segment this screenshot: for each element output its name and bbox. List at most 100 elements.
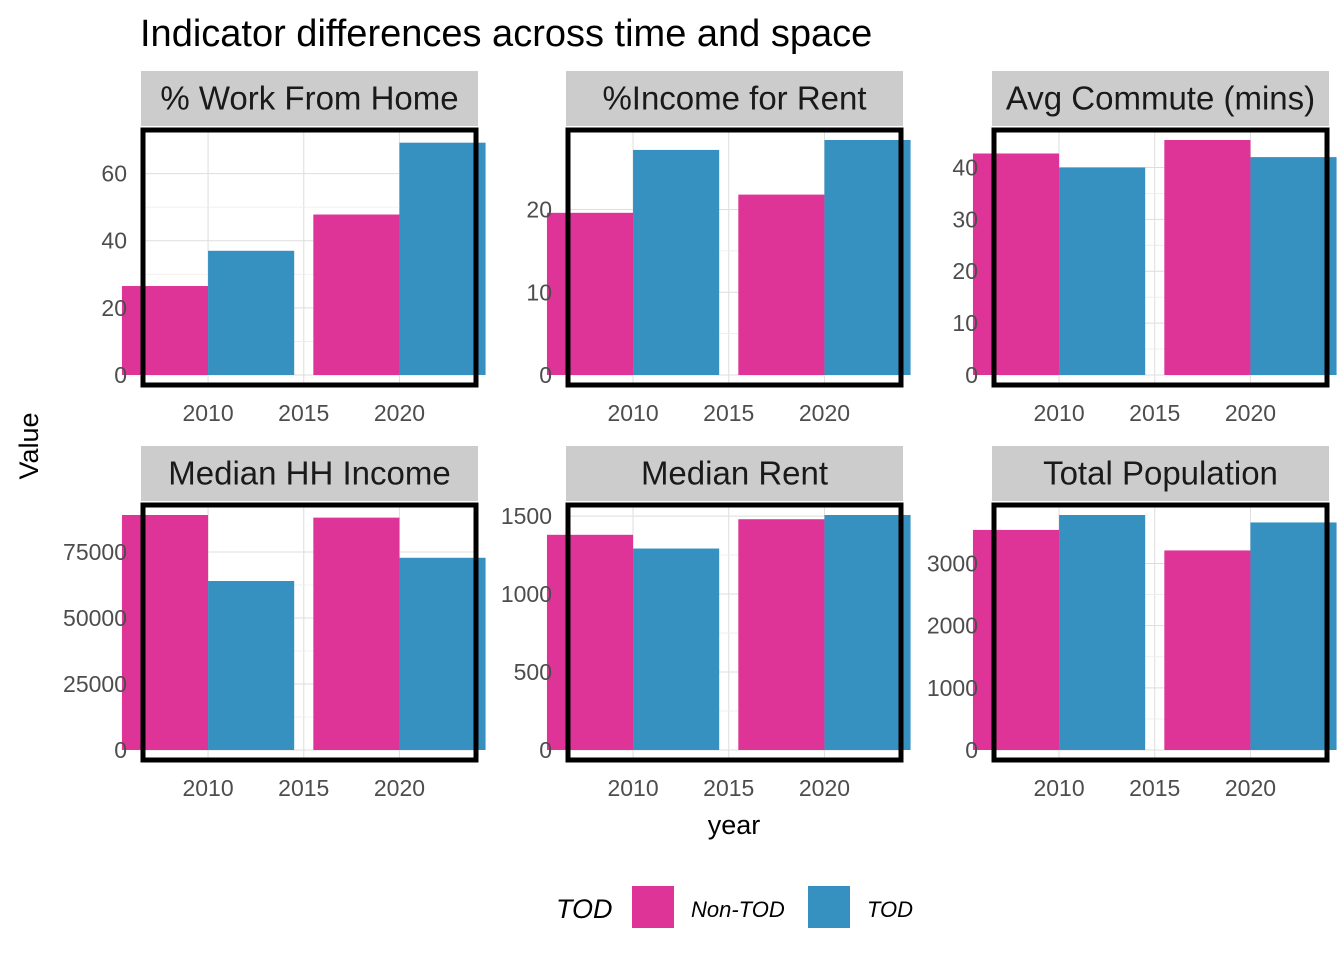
y-axis-label: Value [14,412,44,479]
y-tick-label: 1000 [927,675,978,701]
x-tick-label: 2020 [1225,775,1276,801]
facet-strip-label: Avg Commute (mins) [1006,80,1315,117]
legend-title: TOD [556,894,613,924]
y-tick-label: 50000 [63,605,127,631]
y-tick-label: 1000 [501,581,552,607]
bar-tod-2020 [399,142,486,375]
y-tick-label: 0 [539,362,552,388]
facet-median-rent: Median Rent 0 500 1000 1500 2010 2015 2020 [501,446,911,801]
facet-strip-label: %Income for Rent [602,80,866,117]
y-tick-label: 2000 [927,613,978,639]
facet-strip-label: Median HH Income [168,455,450,492]
x-tick-label: 2015 [1129,775,1180,801]
y-tick-label: 60 [101,161,127,187]
y-tick-label: 20 [526,197,552,223]
panel-border [140,127,479,388]
facet-strip [566,71,903,126]
facet-income-for-rent: %Income for Rent 0 10 20 2010 2015 2020 [526,71,911,426]
bar-non-tod-2010 [972,153,1060,375]
y-tick-label: 500 [514,659,552,685]
bar-non-tod-2020 [1164,550,1251,750]
facet-strip-label: % Work From Home [160,80,458,117]
bar-non-tod-2020 [738,194,825,375]
y-tick-label: 0 [114,737,127,763]
bar-tod-2020 [399,557,486,750]
bar-non-tod-2010 [546,534,634,750]
x-tick-label: 2010 [182,775,233,801]
bar-tod-2020 [824,515,911,750]
x-tick-label: 2020 [374,400,425,426]
y-tick-label: 10 [952,310,978,336]
legend-key-non-tod [632,886,674,928]
legend-label-tod: TOD [867,897,913,922]
bar-tod-2010 [633,548,720,750]
x-tick-label: 2020 [1225,400,1276,426]
legend: TOD Non-TOD TOD [556,886,913,928]
legend-key-tod [808,886,850,928]
facet-avg-commute-mins: Avg Commute (mins) 0 10 20 30 40 2010 2015 2020 [952,71,1337,426]
x-tick-label: 2020 [799,775,850,801]
y-tick-label: 1500 [501,503,552,529]
facet-work-from-home: % Work From Home 0 20 40 60 2010 2015 2020 [101,71,486,426]
x-tick-label: 2015 [703,400,754,426]
bar-non-tod-2010 [121,515,209,750]
bar-tod-2020 [1250,522,1337,750]
bar-non-tod-2010 [972,529,1060,750]
y-tick-label: 40 [952,154,978,180]
x-axis-label: year [708,810,761,840]
bar-tod-2020 [824,140,911,375]
legend-label-non-tod: Non-TOD [691,897,785,922]
y-tick-label: 20 [101,295,127,321]
panel-border [991,127,1330,388]
y-tick-label: 10 [526,279,552,305]
x-tick-label: 2010 [607,775,658,801]
y-tick-label: 0 [965,737,978,763]
x-tick-label: 2015 [278,775,329,801]
x-tick-label: 2020 [799,400,850,426]
facet-strip [992,71,1329,126]
facet-strip-label: Median Rent [641,455,828,492]
facet-strip [141,446,478,501]
facet-strip [992,446,1329,501]
facet-strip [141,71,478,126]
y-tick-label: 0 [539,737,552,763]
y-tick-label: 20 [952,258,978,284]
bar-non-tod-2020 [1164,140,1251,375]
y-tick-label: 0 [965,362,978,388]
x-tick-label: 2015 [1129,400,1180,426]
x-tick-label: 2010 [182,400,233,426]
x-tick-label: 2020 [374,775,425,801]
x-tick-label: 2010 [1033,400,1084,426]
facet-strip-label: Total Population [1043,455,1278,492]
y-tick-label: 25000 [63,671,127,697]
y-tick-label: 30 [952,206,978,232]
x-tick-label: 2010 [607,400,658,426]
bar-tod-2010 [1059,515,1146,750]
facet-total-population: Total Population 0 1000 2000 3000 2010 2015 202… [927,446,1337,801]
bar-non-tod-2020 [738,519,825,750]
bar-non-tod-2020 [313,214,400,375]
x-tick-label: 2015 [703,775,754,801]
x-tick-label: 2015 [278,400,329,426]
bar-non-tod-2010 [121,286,209,375]
facet-strip [566,446,903,501]
panel-border [991,502,1330,763]
bar-non-tod-2010 [546,212,634,375]
y-tick-label: 40 [101,228,127,254]
bar-tod-2010 [208,250,295,375]
bar-tod-2020 [1250,157,1337,375]
x-tick-label: 2010 [1033,775,1084,801]
bar-tod-2010 [1059,167,1146,375]
panel-border [565,127,904,388]
panel-border [565,502,904,763]
facet-median-hh-income: Median HH Income 0 25000 50000 75000 2010 2015… [63,446,486,801]
chart-title: Indicator differences across time and sp… [140,13,872,55]
y-tick-label: 3000 [927,550,978,576]
bar-non-tod-2020 [313,517,400,750]
panel-border [140,502,479,763]
bar-tod-2010 [208,581,295,750]
y-tick-label: 0 [114,362,127,388]
bar-tod-2010 [633,149,720,375]
